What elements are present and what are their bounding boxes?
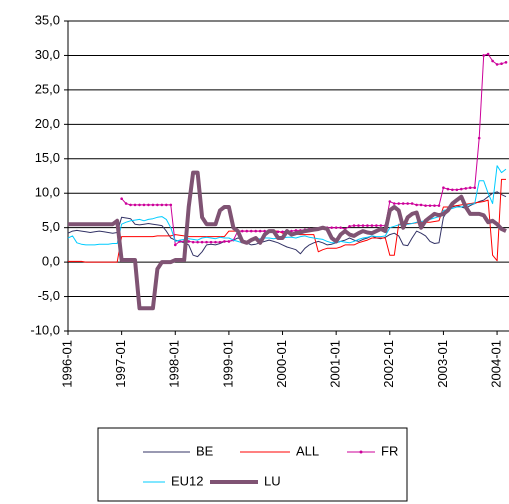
point-marker bbox=[156, 203, 159, 207]
point-marker bbox=[433, 204, 436, 207]
point-marker bbox=[504, 61, 508, 64]
point-marker bbox=[339, 226, 342, 229]
point-marker bbox=[151, 203, 155, 207]
point-marker bbox=[169, 203, 173, 207]
point-marker bbox=[500, 62, 503, 66]
point-marker bbox=[437, 204, 441, 207]
legend-label: BE bbox=[196, 443, 214, 458]
x-tick-label: 1997-01 bbox=[113, 340, 128, 388]
point-marker bbox=[388, 200, 392, 203]
point-marker bbox=[357, 224, 360, 227]
point-marker bbox=[446, 187, 450, 191]
point-marker bbox=[241, 229, 244, 233]
point-marker bbox=[245, 229, 249, 233]
point-marker bbox=[392, 202, 396, 205]
point-marker bbox=[165, 203, 168, 207]
point-marker bbox=[348, 224, 351, 228]
y-tick-label: -10,0 bbox=[30, 322, 60, 337]
point-marker bbox=[124, 202, 128, 205]
point-marker bbox=[160, 203, 164, 207]
point-marker bbox=[442, 186, 445, 190]
point-marker bbox=[451, 188, 454, 192]
legend-marker bbox=[359, 450, 363, 454]
point-marker bbox=[419, 203, 423, 207]
point-marker bbox=[133, 203, 137, 207]
point-marker bbox=[464, 187, 468, 190]
y-tick-label: 5,0 bbox=[42, 219, 60, 234]
point-marker bbox=[276, 230, 280, 234]
point-marker bbox=[227, 240, 231, 243]
legend-label: FR bbox=[381, 443, 398, 458]
point-marker bbox=[406, 202, 409, 205]
point-marker bbox=[415, 203, 418, 207]
point-marker bbox=[352, 224, 356, 227]
point-marker bbox=[361, 224, 365, 227]
point-marker bbox=[482, 54, 485, 57]
point-marker bbox=[138, 203, 141, 207]
point-marker bbox=[173, 243, 177, 247]
point-marker bbox=[209, 240, 213, 244]
point-marker bbox=[196, 240, 199, 244]
series-line bbox=[67, 165, 507, 246]
point-marker bbox=[424, 204, 427, 207]
series-line bbox=[68, 170, 507, 311]
point-marker bbox=[187, 240, 190, 243]
point-marker bbox=[397, 202, 401, 205]
y-tick-label: -5,0 bbox=[38, 288, 60, 303]
point-marker bbox=[477, 136, 481, 140]
x-tick-label: 1999-01 bbox=[220, 340, 235, 388]
point-marker bbox=[218, 240, 222, 244]
point-marker bbox=[455, 188, 459, 192]
legend-label: EU12 bbox=[171, 473, 204, 488]
point-marker bbox=[120, 197, 123, 201]
point-marker bbox=[200, 240, 204, 244]
legend-label: LU bbox=[264, 473, 281, 488]
y-tick-label: 20,0 bbox=[35, 116, 60, 131]
y-tick-label: 25,0 bbox=[35, 81, 60, 96]
point-marker bbox=[366, 224, 369, 227]
point-marker bbox=[258, 229, 262, 233]
series-line bbox=[67, 191, 507, 258]
point-marker bbox=[491, 59, 494, 63]
point-marker bbox=[191, 240, 195, 244]
point-marker bbox=[281, 230, 284, 234]
x-tick-label: 2004-01 bbox=[488, 340, 503, 388]
y-tick-label: 0,0 bbox=[42, 254, 60, 269]
legend-box bbox=[97, 427, 408, 502]
legend-label: ALL bbox=[296, 443, 319, 458]
series-line bbox=[121, 53, 507, 246]
point-marker bbox=[214, 240, 217, 244]
point-marker bbox=[370, 224, 374, 227]
point-marker bbox=[147, 203, 150, 207]
point-marker bbox=[129, 203, 132, 207]
point-marker bbox=[142, 203, 146, 207]
point-marker bbox=[379, 224, 383, 227]
point-marker bbox=[486, 52, 490, 56]
x-tick-label: 1996-01 bbox=[59, 340, 74, 388]
point-marker bbox=[334, 226, 338, 229]
x-tick-label: 2000-01 bbox=[274, 340, 289, 388]
point-marker bbox=[330, 226, 333, 229]
y-tick-label: 30,0 bbox=[35, 47, 60, 62]
point-marker bbox=[495, 63, 499, 66]
y-tick-label: 35,0 bbox=[35, 12, 60, 27]
point-marker bbox=[401, 202, 405, 205]
point-marker bbox=[249, 229, 253, 233]
point-marker bbox=[223, 240, 226, 243]
point-marker bbox=[254, 229, 258, 233]
x-tick-label: 1998-01 bbox=[167, 340, 182, 388]
y-tick-label: 10,0 bbox=[35, 185, 60, 200]
point-marker bbox=[428, 204, 432, 207]
point-marker bbox=[460, 187, 463, 191]
point-marker bbox=[375, 224, 378, 227]
y-tick-label: 15,0 bbox=[35, 150, 60, 165]
x-tick-label: 2003-01 bbox=[435, 340, 450, 388]
point-marker bbox=[468, 186, 472, 190]
point-marker bbox=[205, 240, 208, 244]
point-marker bbox=[473, 186, 477, 190]
x-tick-label: 2001-01 bbox=[328, 340, 343, 388]
x-tick-label: 2002-01 bbox=[381, 340, 396, 388]
point-marker bbox=[410, 202, 414, 205]
